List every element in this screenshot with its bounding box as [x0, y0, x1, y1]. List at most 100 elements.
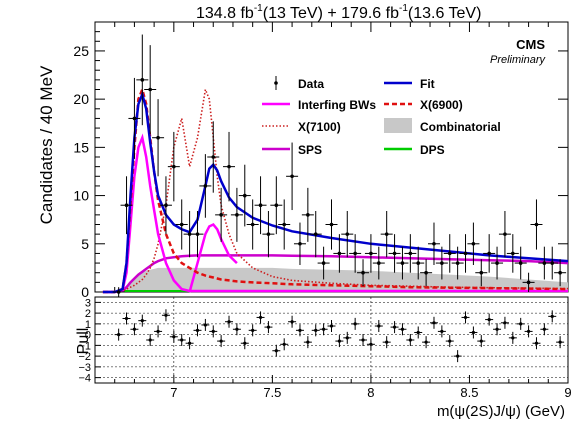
pull-point [240, 337, 249, 350]
pull-axis-label: Pull [75, 328, 92, 355]
data-point [451, 246, 464, 280]
data-point [380, 211, 393, 258]
pull-point [406, 334, 415, 346]
pull-marker [456, 354, 460, 358]
pull-point [453, 350, 462, 363]
data-point [270, 176, 283, 235]
data-point [286, 142, 299, 211]
pull-marker [148, 338, 152, 342]
data-marker [172, 164, 176, 169]
data-marker [424, 270, 428, 275]
data-point [238, 164, 251, 227]
legend-entry: Combinatorial [384, 118, 501, 134]
pull-marker [266, 325, 271, 329]
pull-marker [140, 319, 144, 323]
pull-marker [495, 327, 499, 331]
data-point [498, 211, 511, 258]
data-marker [447, 251, 452, 256]
combinatorial-area [102, 267, 568, 292]
data-marker [455, 261, 460, 265]
pull-marker [511, 336, 515, 340]
pull-point [422, 336, 431, 349]
data-point [475, 259, 488, 287]
data-marker [361, 270, 365, 275]
x-tick-label: 9 [564, 385, 571, 400]
pull-point [335, 335, 344, 348]
legend-label: SPS [298, 143, 322, 157]
data-marker [487, 251, 491, 256]
pull-marker [314, 328, 318, 332]
pull-point [351, 317, 360, 330]
x-axis-label: m(ψ(2S)J/ψ) (GeV) [437, 403, 565, 420]
data-marker [408, 251, 413, 256]
pull-point [185, 337, 194, 350]
data-point [293, 222, 306, 265]
pull-marker [377, 324, 381, 328]
legend-label: Data [298, 77, 324, 91]
legend-label: Fit [420, 77, 435, 91]
pull-tick-label: 0 [85, 330, 91, 342]
pull-marker [156, 329, 160, 333]
data-point [349, 234, 362, 273]
pull-marker [117, 333, 121, 337]
legend-entry: DPS [384, 143, 445, 157]
y-tick-label: 20 [73, 91, 89, 107]
data-marker [503, 232, 507, 236]
pull-point [122, 312, 131, 325]
x7100-line [102, 86, 569, 293]
data-point [506, 234, 519, 273]
data-marker [132, 116, 137, 121]
y-axis-label: Candidates / 40 MeV [37, 65, 56, 224]
interfering-bws-line [102, 133, 568, 294]
legend-entry: SPS [262, 143, 322, 157]
data-marker [369, 251, 373, 256]
pull-marker [440, 329, 444, 333]
legend-label: DPS [420, 143, 445, 157]
pull-point [359, 334, 368, 346]
pull-point [500, 316, 509, 329]
data-point [483, 234, 496, 273]
data-marker [195, 232, 200, 236]
data-marker [558, 270, 562, 275]
x-tick-label: 8.5 [460, 385, 478, 400]
data-point [215, 187, 228, 242]
data-point [246, 199, 259, 250]
data-marker [219, 213, 223, 217]
legend-label: Interfing BWs [298, 98, 376, 112]
pull-tick-label: −2 [78, 351, 91, 363]
data-marker [392, 251, 397, 256]
data-point [538, 246, 551, 280]
pull-marker [322, 327, 326, 331]
pull-point [540, 323, 549, 336]
pull-marker [219, 339, 223, 343]
data-point [136, 34, 149, 126]
data-point [301, 187, 314, 242]
legend-entry: X(6900) [384, 98, 463, 112]
pull-point [161, 309, 170, 322]
legend-entry: Data [274, 76, 324, 91]
pull-marker [550, 314, 554, 318]
pull-marker [487, 317, 491, 322]
data-point [175, 199, 188, 250]
legend-swatch-dot [274, 81, 278, 85]
data-marker [306, 213, 310, 217]
data-marker [203, 184, 208, 188]
pull-point [311, 324, 320, 337]
data-marker [353, 251, 357, 256]
data-point [427, 222, 440, 265]
data-marker [250, 222, 255, 227]
data-point [159, 176, 172, 235]
pull-marker [227, 320, 231, 324]
main-plot: Candidates / 40 MeV 0 5 10 15 20 25 [37, 21, 569, 300]
pull-point [508, 331, 517, 344]
pull-marker [392, 325, 397, 329]
data-marker [377, 261, 381, 265]
pull-marker [124, 316, 129, 321]
pull-point [154, 325, 163, 338]
pull-marker [211, 329, 215, 333]
pull-point [327, 320, 336, 333]
pull-marker [345, 336, 349, 340]
data-point [120, 176, 133, 235]
x-tick-label: 7.5 [263, 385, 281, 400]
